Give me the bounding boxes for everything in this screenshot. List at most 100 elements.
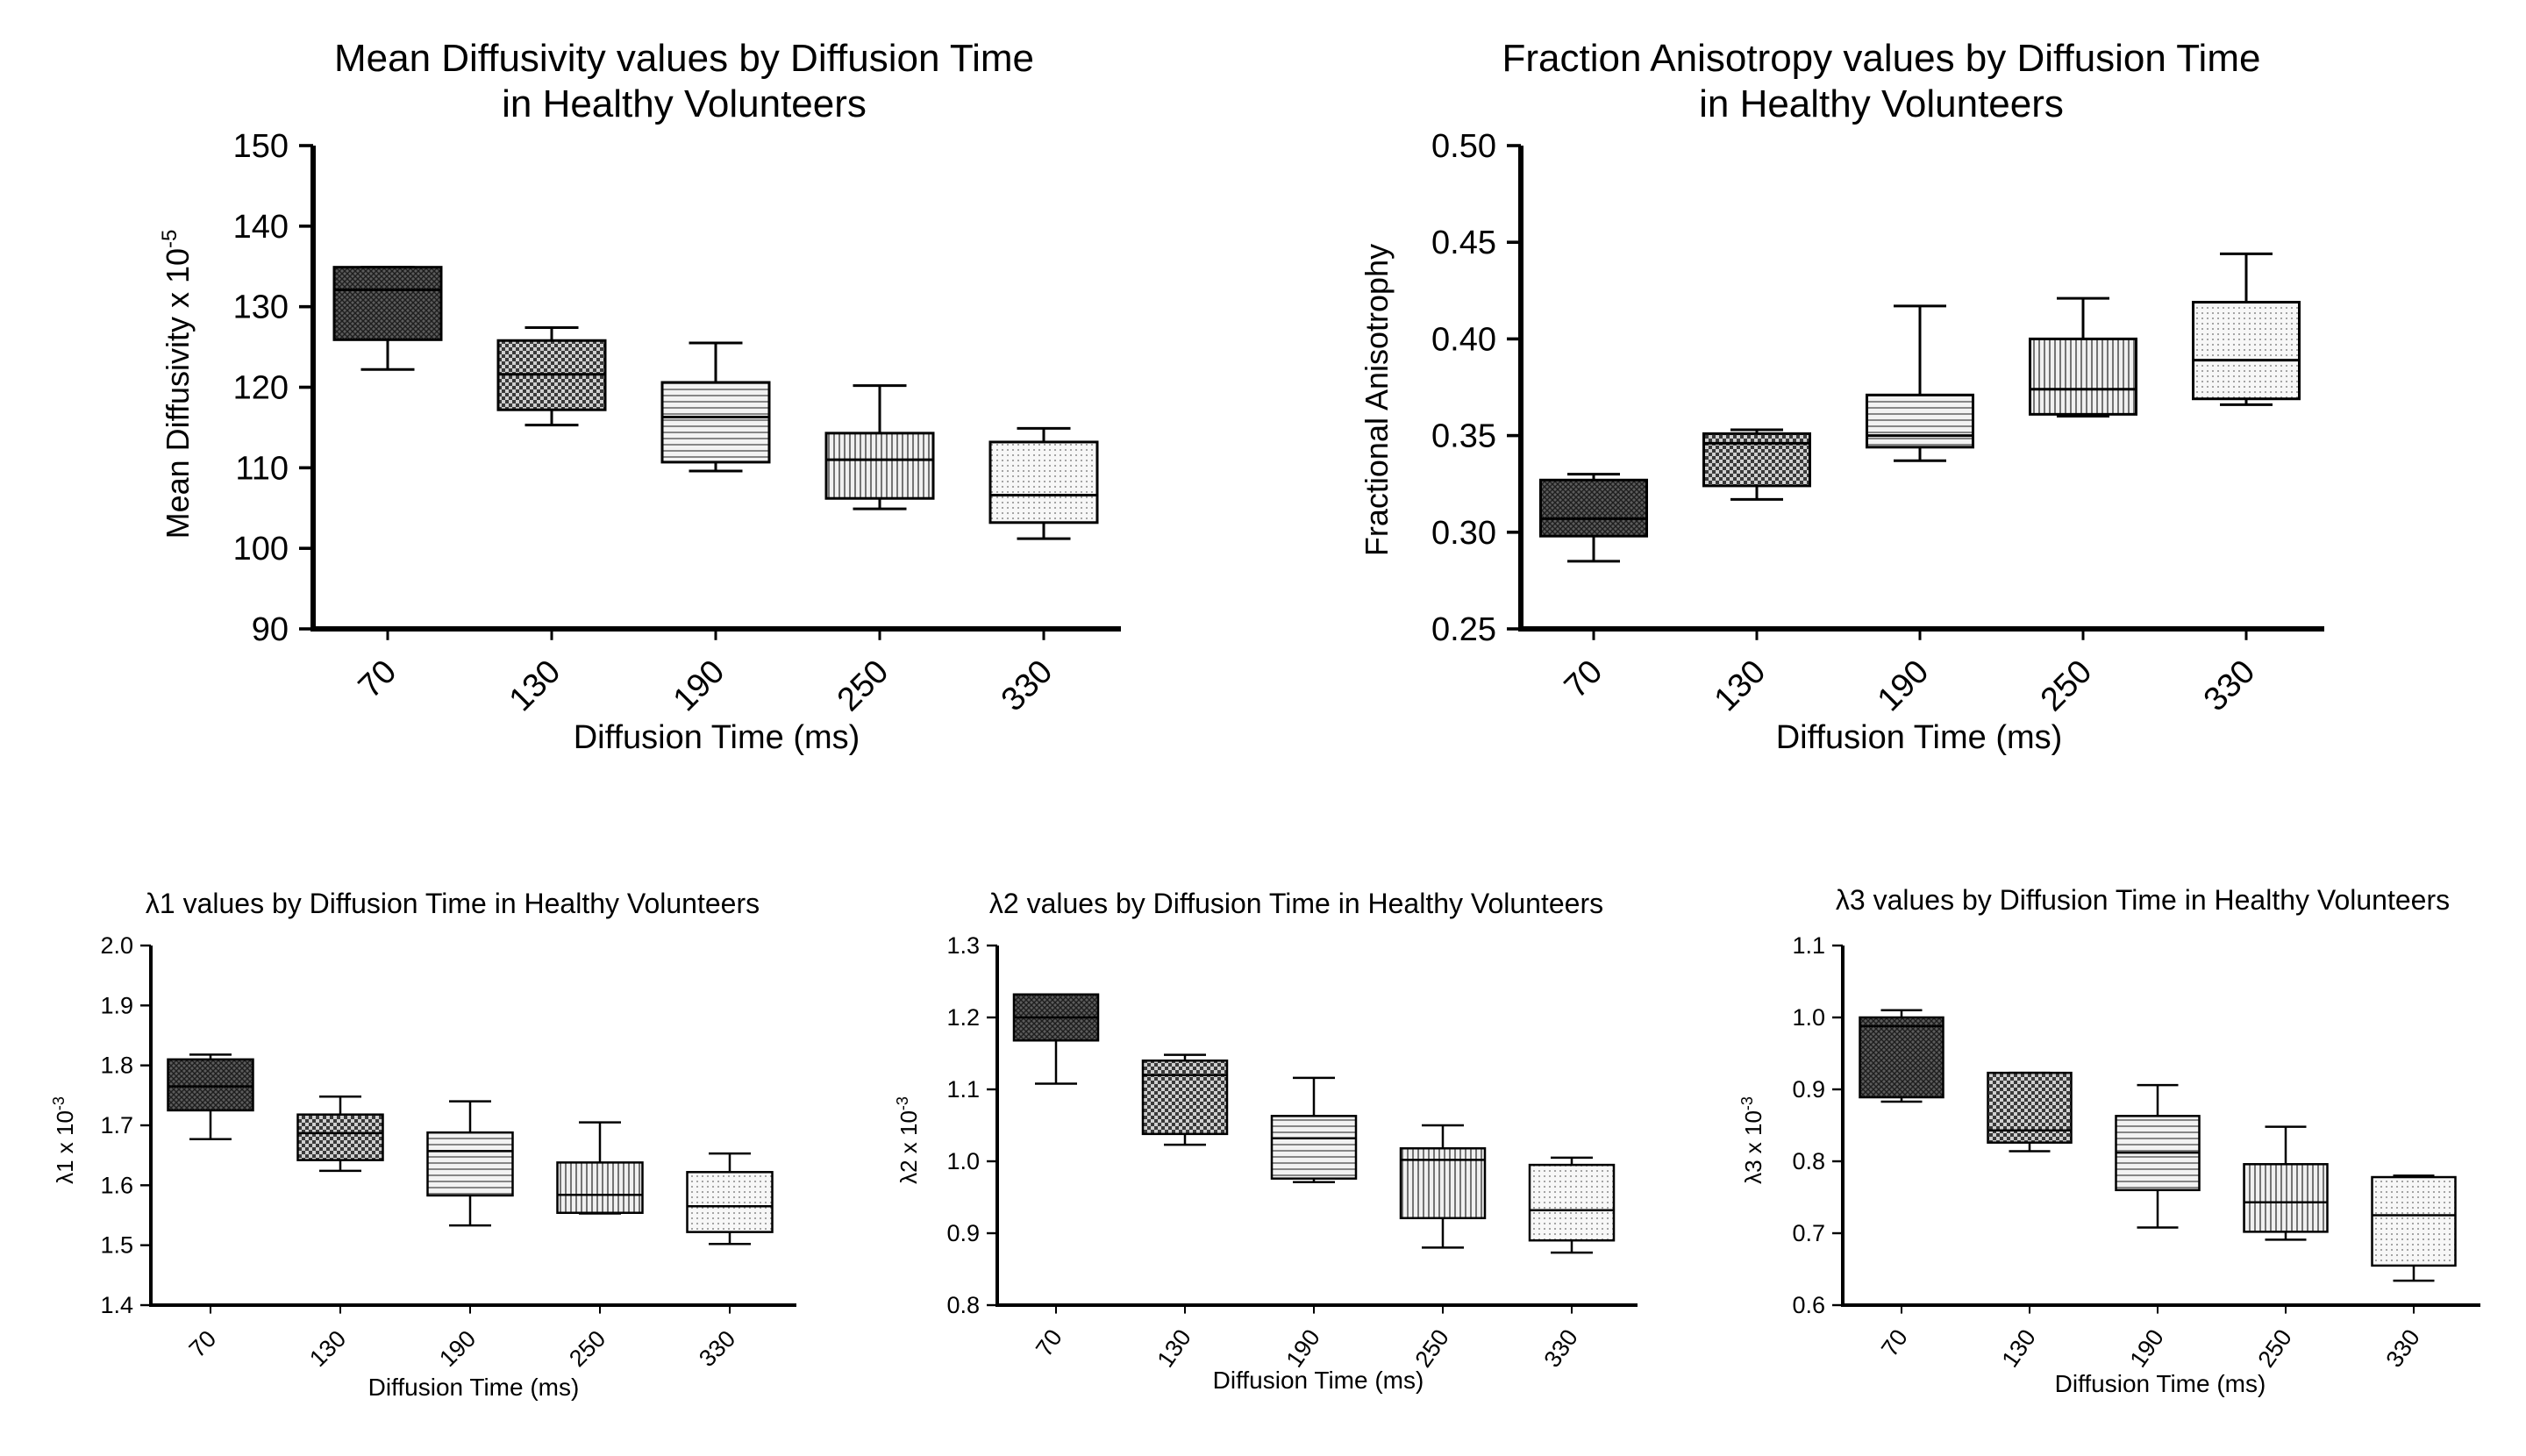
y-tick-label: 0.7: [1792, 1220, 1825, 1246]
y-tick-label: 1.4: [100, 1292, 133, 1318]
y-axis-label: λ1 x 10-3: [50, 1096, 78, 1184]
y-tick-label: 0.35: [1431, 418, 1496, 455]
y-tick-label: 0.40: [1431, 321, 1496, 358]
y-tick-label: 150: [233, 128, 289, 165]
box: [824, 432, 935, 500]
y-tick-label: 1.8: [100, 1053, 133, 1079]
x-tick-label: 190: [434, 1325, 481, 1372]
box: [296, 1113, 384, 1161]
y-tick-label: 1.0: [946, 1148, 980, 1174]
x-tick-label: 130: [1996, 1324, 2040, 1372]
chart-title: λ1 values by Diffusion Time in Healthy V…: [146, 888, 760, 919]
y-tick-label: 0.9: [1792, 1076, 1825, 1103]
chart-title-line-1: Fraction Anisotropy values by Diffusion …: [1502, 37, 2261, 80]
box: [1859, 1016, 1944, 1099]
y-tick-label: 0.8: [946, 1292, 980, 1318]
box: [167, 1058, 254, 1112]
box: [1270, 1115, 1358, 1180]
x-tick-label: 130: [1708, 653, 1773, 719]
x-tick-label: 70: [352, 653, 404, 706]
box: [2243, 1163, 2329, 1233]
box: [556, 1161, 644, 1215]
y-tick-label: 1.9: [100, 992, 133, 1018]
y-axis-label-exponent: -3: [1738, 1096, 1756, 1110]
chart-title-line-2: in Healthy Volunteers: [502, 82, 867, 125]
y-axis-label-text: λ1 x 10: [52, 1110, 78, 1184]
y-tick-label: 100: [233, 531, 289, 567]
y-tick-label: 0.45: [1431, 225, 1496, 261]
box: [426, 1131, 514, 1197]
x-tick-label: 330: [995, 653, 1060, 719]
plot-area: 0.25 0.30 0.35 0.40 0.45 0.50 70 130 190 250 330: [1431, 128, 2324, 718]
panel-l1: λ1 values by Diffusion Time in Healthy V…: [50, 888, 796, 1401]
box: [2192, 301, 2301, 401]
y-tick-label: 0.50: [1431, 128, 1496, 165]
chart-title: λ2 values by Diffusion Time in Healthy V…: [989, 888, 1603, 919]
x-tick-label: 250: [2252, 1324, 2296, 1372]
x-tick-label: 250: [1409, 1324, 1453, 1372]
y-axis-label-exponent: -5: [158, 230, 182, 248]
x-tick-label: 190: [1281, 1324, 1324, 1372]
y-tick-label: 1.1: [1792, 932, 1825, 959]
y-tick-label: 120: [233, 370, 289, 407]
y-tick-label: 1.7: [100, 1112, 133, 1138]
y-tick-label: 110: [235, 450, 289, 487]
y-tick-label: 0.8: [1792, 1148, 1825, 1174]
x-tick-label: 70: [1031, 1324, 1067, 1361]
x-axis-label: Diffusion Time (ms): [2055, 1370, 2266, 1397]
x-tick-label: 330: [1538, 1324, 1582, 1372]
y-tick-label: 1.1: [946, 1076, 980, 1103]
y-tick-label: 130: [233, 289, 289, 326]
y-axis-label-exponent: -3: [50, 1096, 68, 1110]
y-axis-label: λ2 x 10-3: [894, 1096, 922, 1184]
x-tick-label: 70: [1558, 653, 1610, 706]
y-tick-label: 1.3: [946, 932, 980, 959]
chart-title-line-2: in Healthy Volunteers: [1699, 82, 2064, 125]
y-axis-label-text: Mean Diffusivity x 10: [160, 248, 196, 539]
panel-fa: Fraction Anisotropy values by Diffusion …: [1359, 37, 2324, 756]
x-tick-label: 130: [503, 653, 568, 719]
box: [686, 1171, 774, 1233]
y-tick-label: 2.0: [100, 932, 133, 959]
y-tick-label: 1.6: [100, 1172, 133, 1198]
box: [1987, 1071, 2073, 1144]
x-axis-label: Diffusion Time (ms): [574, 719, 860, 756]
x-tick-label: 330: [694, 1325, 740, 1372]
x-tick-label: 70: [184, 1325, 221, 1362]
x-tick-label: 130: [304, 1325, 351, 1372]
y-axis-label-exponent: -3: [894, 1096, 911, 1110]
x-axis-label: Diffusion Time (ms): [1776, 719, 2063, 756]
x-tick-label: 190: [1871, 653, 1937, 719]
x-axis-label: Diffusion Time (ms): [1213, 1367, 1424, 1394]
y-axis-label: Fractional Anisotrophy: [1359, 244, 1395, 556]
y-axis-label: λ3 x 10-3: [1738, 1096, 1766, 1184]
box: [1528, 1163, 1616, 1242]
y-tick-label: 0.25: [1431, 611, 1496, 648]
x-tick-label: 250: [831, 653, 896, 719]
x-tick-label: 70: [1876, 1324, 1913, 1361]
y-axis-label: Mean Diffusivity x 10-5: [158, 230, 196, 539]
y-tick-label: 0.30: [1431, 515, 1496, 552]
chart-title: λ3 values by Diffusion Time in Healthy V…: [1836, 884, 2450, 916]
plot-area: 0.8 0.9 1.0 1.1 1.2 1.3 70 130 190 250 330: [946, 932, 1638, 1372]
y-axis-label-text: λ3 x 10: [1740, 1110, 1766, 1184]
panel-l3: λ3 values by Diffusion Time in Healthy V…: [1738, 884, 2480, 1397]
y-tick-label: 90: [252, 611, 289, 648]
y-tick-label: 1.5: [100, 1232, 133, 1259]
x-axis-label: Diffusion Time (ms): [368, 1374, 580, 1401]
x-tick-label: 190: [2124, 1324, 2168, 1372]
plot-area: 1.4 1.5 1.6 1.7 1.8 1.9 2.0 70 130 190 250 330: [100, 932, 796, 1372]
panel-l2: λ2 values by Diffusion Time in Healthy V…: [894, 888, 1638, 1394]
x-tick-label: 250: [2034, 653, 2100, 719]
x-tick-label: 190: [667, 653, 732, 719]
box: [1141, 1059, 1229, 1136]
box: [1702, 432, 1811, 488]
box: [660, 381, 771, 464]
y-tick-label: 0.6: [1792, 1292, 1825, 1318]
box: [1539, 478, 1648, 538]
box: [2029, 337, 2137, 416]
x-tick-label: 330: [2380, 1324, 2424, 1372]
panel-md: Mean Diffusivity values by Diffusion Tim…: [158, 37, 1121, 756]
x-tick-label: 250: [564, 1325, 610, 1372]
